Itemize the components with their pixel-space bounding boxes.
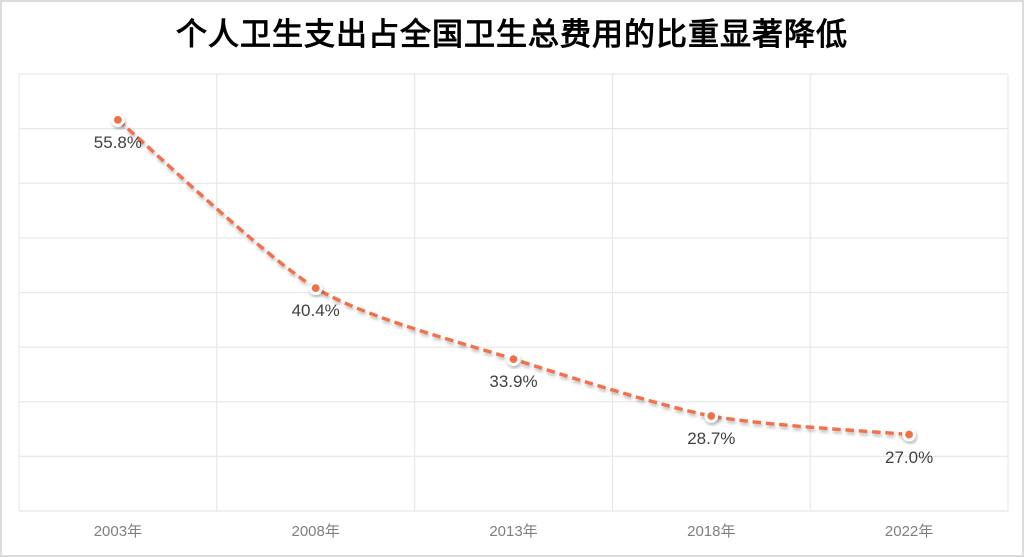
data-label: 28.7% — [687, 428, 736, 448]
x-axis-label: 2022年 — [884, 523, 934, 540]
x-axis-label: 2013年 — [489, 523, 538, 540]
x-axis-label: 2003年 — [93, 523, 143, 540]
data-point-marker — [111, 113, 125, 127]
data-point-markers — [111, 113, 916, 442]
x-axis-label: 2018年 — [687, 523, 736, 540]
data-point-marker — [308, 281, 323, 296]
data-point-marker — [902, 427, 916, 442]
data-point-marker — [506, 352, 521, 367]
data-label: 55.8% — [93, 132, 142, 152]
data-point-marker — [704, 409, 719, 423]
data-label: 40.4% — [291, 301, 340, 321]
x-axis-label: 2008年 — [291, 523, 340, 540]
data-label: 27.0% — [884, 447, 934, 467]
data-label: 33.9% — [489, 372, 538, 392]
gridlines — [18, 73, 1009, 512]
chart-title: 个人卫生支出占全国卫生总费用的比重显著降低 — [176, 17, 848, 52]
